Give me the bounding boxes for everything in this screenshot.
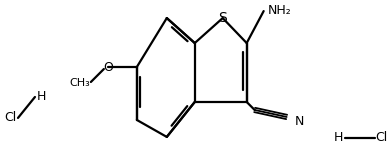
Text: Cl: Cl xyxy=(376,131,388,144)
Text: N: N xyxy=(294,115,304,128)
Text: H: H xyxy=(334,131,344,144)
Text: O: O xyxy=(103,60,113,73)
Text: NH₂: NH₂ xyxy=(268,4,291,17)
Text: CH₃: CH₃ xyxy=(69,78,90,88)
Text: Cl: Cl xyxy=(5,111,17,125)
Text: H: H xyxy=(37,90,46,103)
Text: S: S xyxy=(218,11,227,25)
